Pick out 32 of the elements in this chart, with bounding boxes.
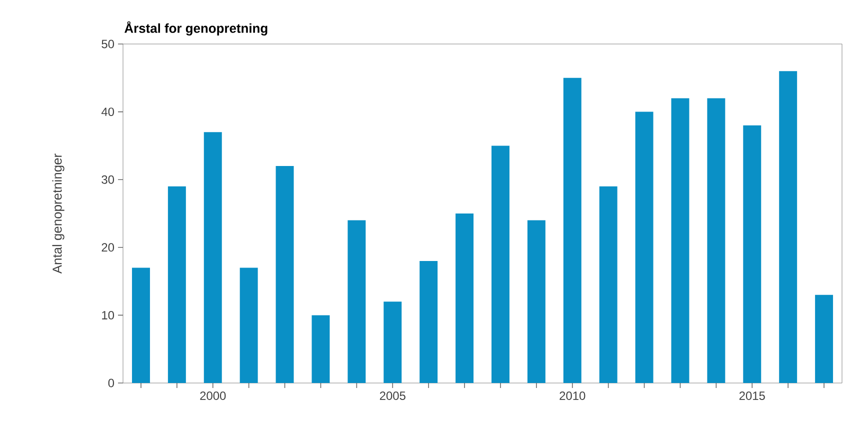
bar <box>707 98 726 383</box>
x-tick-label: 2000 <box>200 392 226 400</box>
bar <box>815 294 834 383</box>
bar <box>420 260 438 383</box>
y-tick-label: 50 <box>102 40 114 48</box>
x-tick-label: 2010 <box>560 392 586 400</box>
bar <box>635 112 654 383</box>
y-tick-label: 40 <box>101 108 114 116</box>
bar <box>599 186 618 383</box>
y-tick-label: 30 <box>102 175 114 184</box>
bar <box>456 213 474 383</box>
bar <box>132 268 150 383</box>
bar <box>276 166 294 383</box>
bar <box>491 146 510 383</box>
bar <box>348 220 366 383</box>
bar <box>671 98 690 383</box>
bar <box>743 125 762 383</box>
bar <box>779 71 798 383</box>
chart-title: Årstal for genopretning <box>124 21 268 36</box>
x-tick-label: 2015 <box>739 392 765 400</box>
bar <box>527 220 546 383</box>
bar <box>240 268 258 383</box>
bar <box>204 132 222 383</box>
y-tick-label: 10 <box>102 310 114 320</box>
bar <box>384 302 402 383</box>
y-tick-label: 20 <box>102 243 114 252</box>
bar <box>563 78 582 383</box>
bar <box>168 186 186 383</box>
bar <box>312 315 330 383</box>
x-tick-label: 2005 <box>380 392 406 400</box>
y-tick-label: 0 <box>108 378 114 388</box>
y-axis-title: Antal genopretninger <box>52 154 64 274</box>
